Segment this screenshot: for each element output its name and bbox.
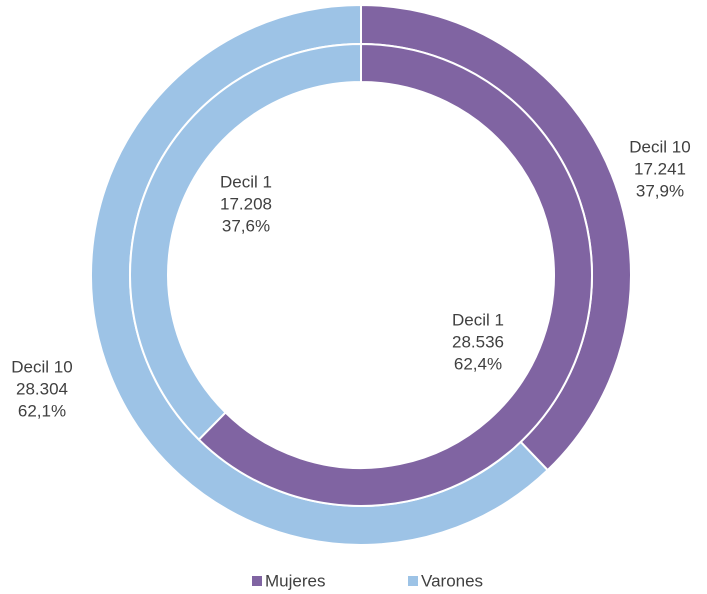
legend-swatch xyxy=(408,576,418,586)
slice-label-percent: 37,9% xyxy=(636,181,684,200)
slice-label-percent: 62,1% xyxy=(18,401,66,420)
slice-label-value: 17.241 xyxy=(634,159,686,178)
slice-label-value: 28.536 xyxy=(452,332,504,351)
slice-label-value: 17.208 xyxy=(220,194,272,213)
donut-slice xyxy=(197,42,593,507)
slice-label-name: Decil 1 xyxy=(452,310,504,329)
legend-swatch xyxy=(252,576,262,586)
slice-label-name: Decil 1 xyxy=(220,172,272,191)
slice-label-percent: 62,4% xyxy=(454,354,502,373)
legend-label: Mujeres xyxy=(265,571,325,590)
slice-label-name: Decil 10 xyxy=(11,357,72,376)
slice-label-value: 28.304 xyxy=(16,379,68,398)
slice-label-name: Decil 10 xyxy=(629,137,690,156)
legend-label: Varones xyxy=(421,571,483,590)
slice-label-percent: 37,6% xyxy=(222,216,270,235)
donut-slice xyxy=(129,42,362,441)
